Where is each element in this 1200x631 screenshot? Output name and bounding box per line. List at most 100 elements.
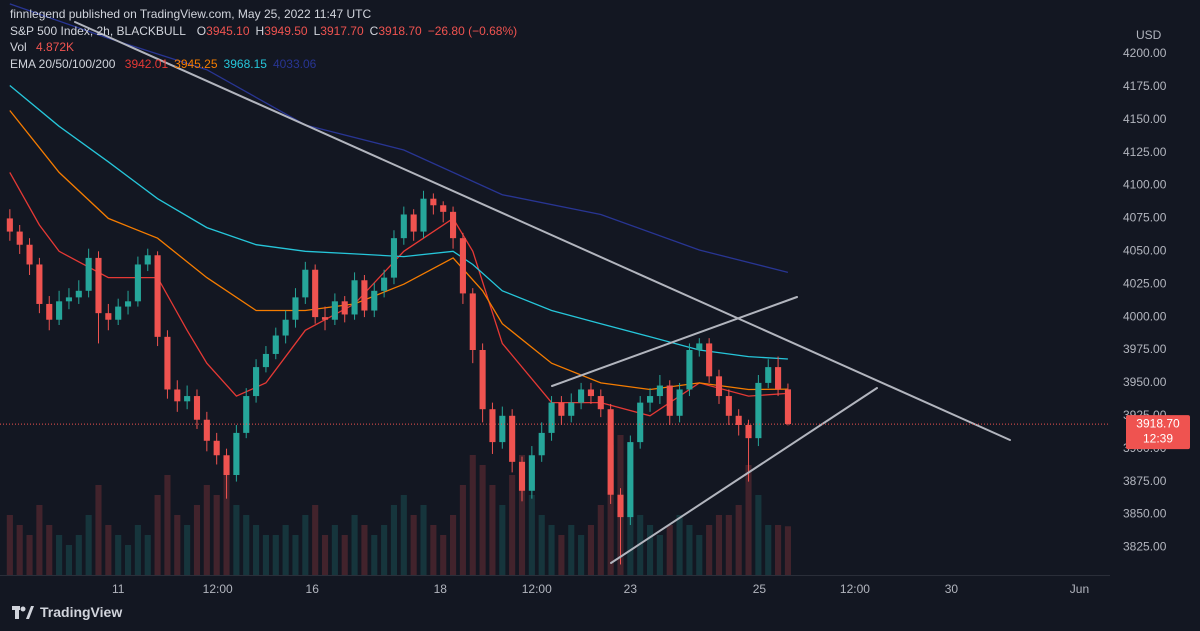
countdown-label: 12:39: [1143, 431, 1173, 445]
y-tick-label: 4150.00: [1123, 112, 1167, 126]
volume-bar: [499, 505, 506, 575]
candle-body: [646, 396, 654, 403]
volume-bar: [578, 535, 585, 575]
volume-bar: [56, 535, 63, 575]
candle-body: [75, 290, 82, 298]
candle-body: [272, 335, 279, 354]
candle-body: [696, 343, 703, 350]
ema-line: [9, 110, 788, 391]
volume-bar: [765, 525, 772, 575]
volume-bar: [656, 535, 663, 575]
volume-bar: [302, 515, 309, 575]
x-tick-label: 12:00: [203, 582, 233, 596]
candle-body: [46, 303, 53, 320]
candle-body: [469, 293, 476, 350]
ema-value: 3945.25: [174, 56, 218, 71]
volume-bar: [223, 465, 230, 575]
currency: USD: [1136, 28, 1162, 42]
volume-bar: [459, 485, 466, 575]
ohlc-value: 3949.50: [264, 23, 308, 38]
candle-body: [745, 425, 752, 439]
candle-body: [184, 396, 191, 402]
candle-body: [617, 494, 624, 518]
candle-body: [558, 402, 565, 416]
candle-body: [775, 367, 782, 390]
volume-bar: [646, 525, 654, 575]
trend-line: [74, 21, 1011, 441]
candle-body: [361, 280, 368, 311]
volume-bar: [666, 525, 673, 575]
x-tick-label: 25: [753, 582, 767, 596]
candle-body: [6, 218, 13, 232]
ema-row: EMA 20/50/100/200 3942.01 3945.25 3968.15 4…: [10, 56, 517, 73]
volume-bar: [331, 525, 338, 575]
trend-lines: [74, 21, 1011, 564]
candle-body: [26, 244, 33, 265]
candle-body: [518, 461, 526, 491]
volume-bar: [696, 535, 703, 575]
y-tick-label: 3875.00: [1123, 474, 1167, 488]
volume-bar: [213, 495, 220, 575]
candle-body: [410, 214, 417, 232]
candle-body: [85, 257, 92, 291]
candle-body: [509, 415, 516, 462]
volume-label: Vol: [10, 40, 27, 54]
x-tick-label: 12:00: [522, 582, 552, 596]
candle-body: [479, 350, 486, 410]
footer: TradingView: [12, 604, 122, 620]
y-tick-label: 4050.00: [1123, 243, 1167, 257]
volume-bar: [735, 505, 742, 575]
volume-bar: [95, 485, 102, 575]
volume-bar: [440, 535, 447, 575]
y-tick-label: 4000.00: [1123, 309, 1167, 323]
candle-body: [489, 409, 496, 443]
y-tick-label: 3975.00: [1123, 342, 1167, 356]
candle-body: [755, 382, 762, 439]
volume-bar: [676, 515, 683, 575]
volume-bar: [46, 525, 53, 575]
candle-body: [164, 336, 171, 390]
candle-body: [16, 231, 23, 245]
last-price-label: 3918.70: [1136, 416, 1180, 430]
volume-bar: [193, 505, 201, 575]
candle-body: [371, 290, 378, 311]
candle-body: [430, 198, 437, 206]
y-tick-label: 3850.00: [1123, 507, 1167, 521]
candle-body: [656, 385, 663, 397]
ema-value: 3968.15: [223, 56, 267, 71]
candle-body: [440, 205, 447, 212]
ema-line: [9, 84, 788, 360]
volume-layer: [6, 435, 791, 575]
symbol: S&P 500 Index, 2h, BLACKBULL: [10, 23, 186, 38]
volume-bar: [568, 525, 575, 575]
candle-body: [597, 396, 604, 410]
candle-body: [784, 389, 791, 425]
ohlc-label: C: [369, 23, 379, 38]
x-tick-label: 11: [112, 582, 125, 596]
candle-body: [223, 455, 230, 475]
candle-body: [765, 367, 772, 383]
volume-value: 4.872K: [36, 40, 75, 54]
volume-bar: [637, 515, 644, 575]
ohlc-value: 3917.70: [320, 23, 364, 38]
volume-bar: [489, 485, 496, 575]
candle-body: [36, 264, 43, 304]
candle-body: [725, 396, 732, 416]
candle-body: [144, 255, 151, 265]
ema-label: EMA 20/50/100/200: [10, 56, 116, 71]
volume-bar: [144, 535, 151, 575]
y-tick-label: 4025.00: [1123, 276, 1167, 290]
candle-body: [568, 402, 575, 416]
y-tick-label: 3950.00: [1123, 375, 1167, 389]
candle-body: [341, 301, 348, 315]
candle-body: [686, 350, 693, 390]
volume-bar: [518, 455, 526, 575]
volume-bar: [479, 465, 486, 575]
candle-body: [115, 306, 122, 320]
volume-bar: [597, 505, 604, 575]
candle-body: [312, 269, 319, 318]
candle-body: [105, 313, 112, 320]
candle-body: [607, 409, 614, 495]
candle-body: [499, 415, 506, 443]
